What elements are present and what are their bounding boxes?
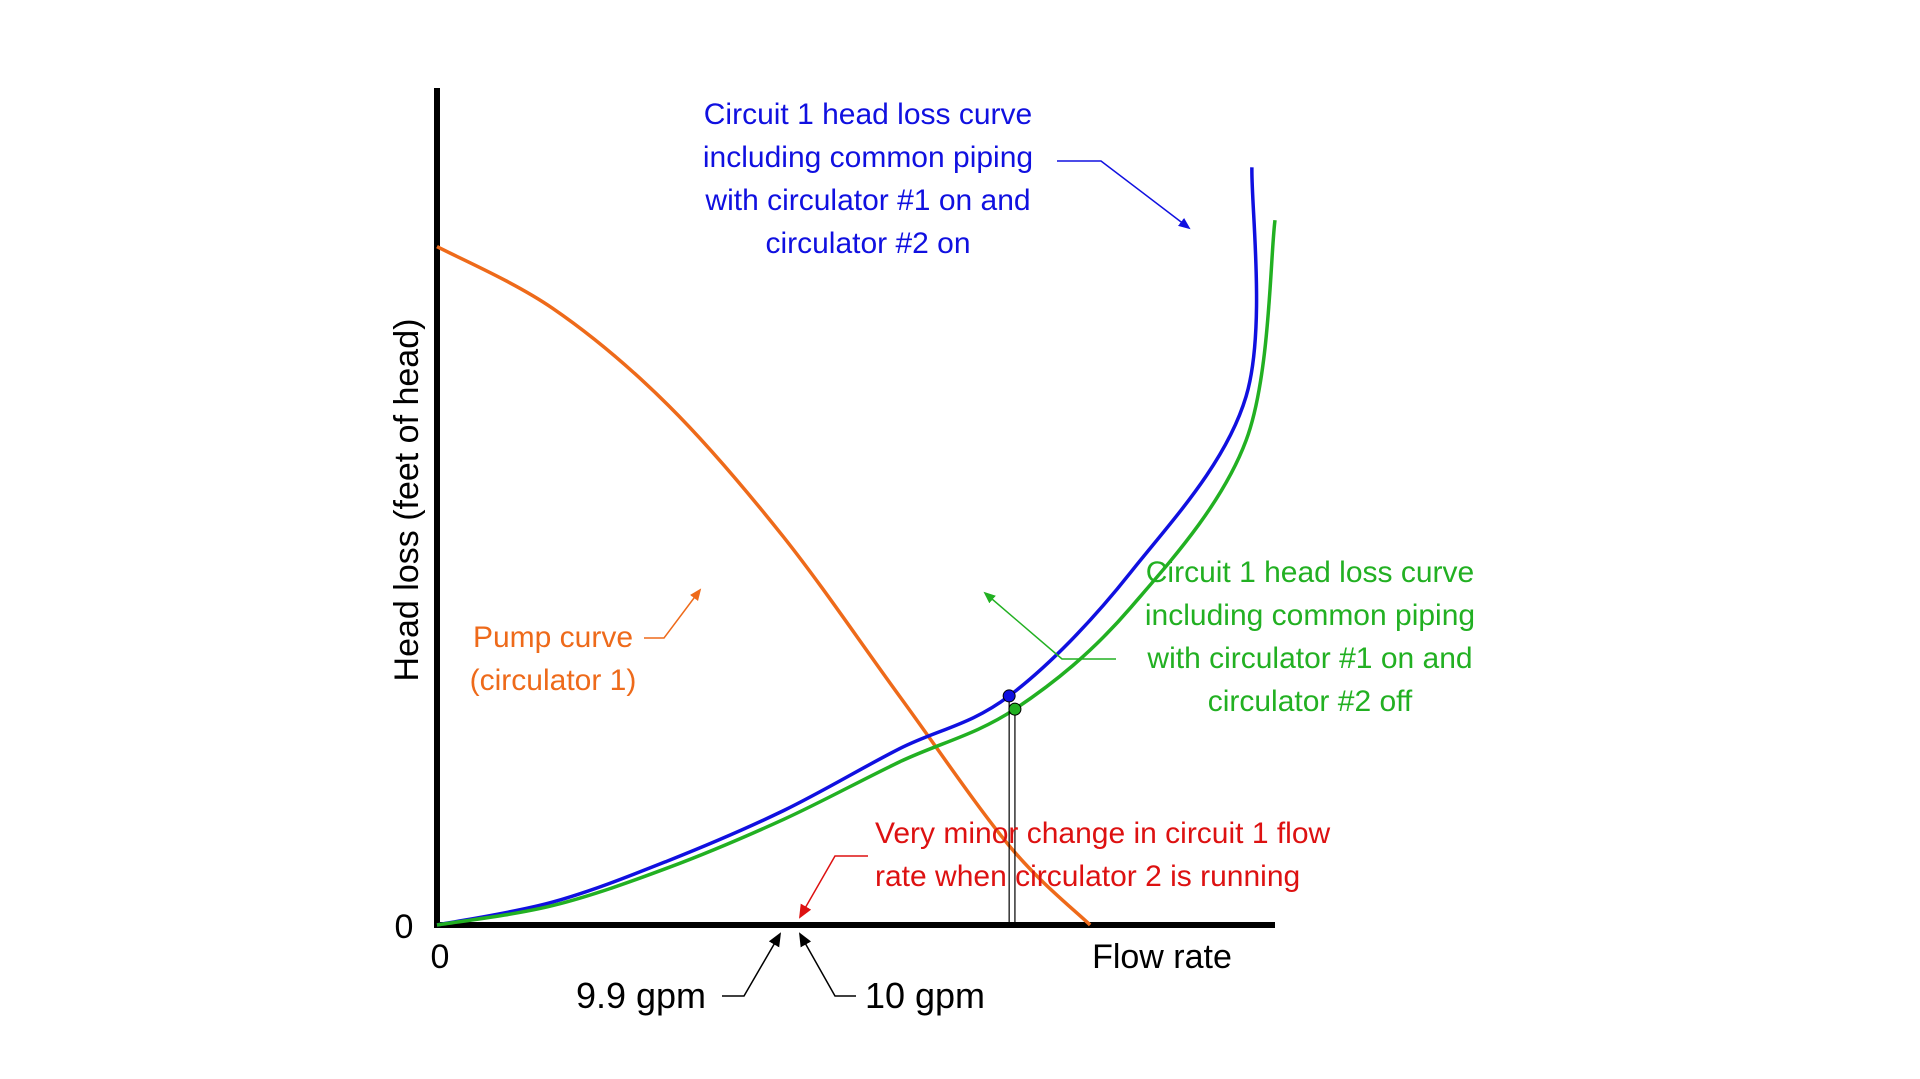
label-circulator-2-off-line-1: Circuit 1 head loss curve	[1146, 556, 1474, 589]
label-circulator-2-off-line-3: with circulator #1 on and	[1146, 642, 1472, 675]
label-10-gpm: 10 gpm	[865, 975, 985, 1016]
leader-arrow-10-gpm	[799, 932, 856, 997]
label-circulator-2-off-line-4: circulator #2 off	[1208, 685, 1413, 718]
leader-arrow-red	[799, 855, 868, 919]
x-axis-label: Flow rate	[1092, 938, 1232, 976]
label-9-9-gpm: 9.9 gpm	[576, 975, 706, 1016]
operating-point-circulator-2-on	[1002, 689, 1016, 703]
label-pump-curve-line-1: Pump curve	[473, 621, 633, 654]
label-circulator-2-off: Circuit 1 head loss curve including comm…	[1145, 556, 1475, 718]
label-circulator-2-on-line-2: including common piping	[703, 141, 1033, 174]
label-circulator-2-off-line-2: including common piping	[1145, 599, 1475, 632]
annotation-minor-change: Very minor change in circuit 1 flow rate…	[875, 817, 1331, 893]
annotation-line-1: Very minor change in circuit 1 flow	[875, 817, 1331, 850]
label-pump-curve: Pump curve (circulator 1)	[470, 621, 637, 697]
y-axis-label: Head loss (feet of head)	[388, 319, 426, 682]
leader-arrow-9-9-gpm	[722, 932, 782, 997]
series-line-circulator-2-off	[436, 219, 1277, 927]
operating-point-circulator-2-off	[1008, 702, 1022, 716]
label-circulator-2-on: Circuit 1 head loss curve including comm…	[703, 98, 1033, 260]
y-origin-label: 0	[395, 908, 414, 946]
label-circulator-2-on-line-4: circulator #2 on	[765, 227, 970, 260]
leader-arrow-orange	[644, 588, 702, 639]
x-origin-label: 0	[431, 938, 450, 976]
series-line-circulator-2-on	[436, 167, 1259, 927]
leader-arrow-blue	[1057, 160, 1191, 230]
label-pump-curve-line-2: (circulator 1)	[470, 664, 637, 697]
label-circulator-2-on-line-3: with circulator #1 on and	[704, 184, 1030, 217]
annotation-line-2: rate when circulator 2 is running	[875, 860, 1300, 893]
series-line-pump-curve	[436, 245, 1092, 927]
label-circulator-2-on-line-1: Circuit 1 head loss curve	[704, 98, 1032, 131]
leader-arrow-green	[983, 591, 1116, 660]
